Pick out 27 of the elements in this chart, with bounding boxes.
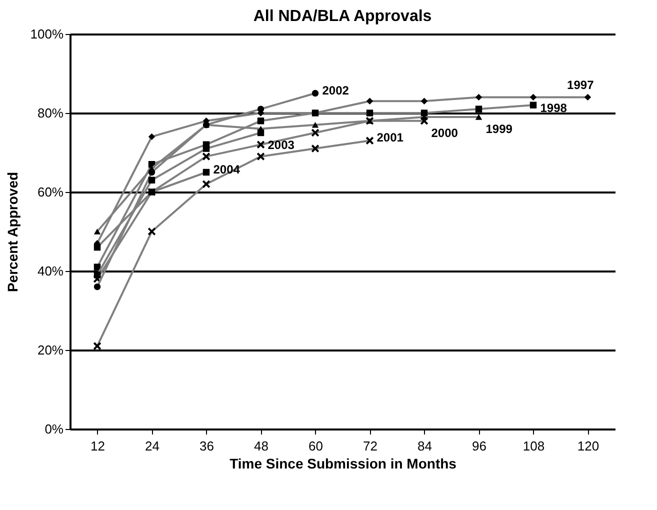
y-tick-label: 40% <box>37 264 64 278</box>
series-label: 2001 <box>376 130 404 145</box>
x-tick-label: 84 <box>418 438 432 454</box>
x-axis-title: Time Since Submission in Months <box>230 456 457 472</box>
chart-title: All NDA/BLA Approvals <box>253 8 432 25</box>
series-label: 1999 <box>486 122 513 136</box>
x-tick-label: 60 <box>308 438 323 454</box>
series-label: 2002 <box>322 83 350 98</box>
y-tick-label: 0% <box>44 422 64 436</box>
series-label: 2004 <box>213 162 240 176</box>
x-tick-label: 108 <box>522 438 545 454</box>
x-tick-label: 36 <box>200 438 214 454</box>
x-tick-label: 12 <box>90 438 105 454</box>
y-tick-label: 100% <box>30 26 64 42</box>
x-tick-label: 48 <box>254 438 268 454</box>
y-tick-label: 20% <box>37 342 64 358</box>
y-tick-label: 80% <box>37 106 64 120</box>
y-axis-title: Percent Approved <box>4 172 20 292</box>
series-label: 2003 <box>268 138 295 152</box>
y-tick-label: 60% <box>37 184 64 200</box>
series-label: 1997 <box>567 78 594 92</box>
x-tick-label: 96 <box>472 438 486 454</box>
x-tick-label: 24 <box>145 438 160 454</box>
series-label: 2000 <box>431 126 458 140</box>
series-label: 1998 <box>540 101 568 116</box>
x-tick-label: 120 <box>577 438 600 454</box>
x-tick-label: 72 <box>363 438 378 454</box>
